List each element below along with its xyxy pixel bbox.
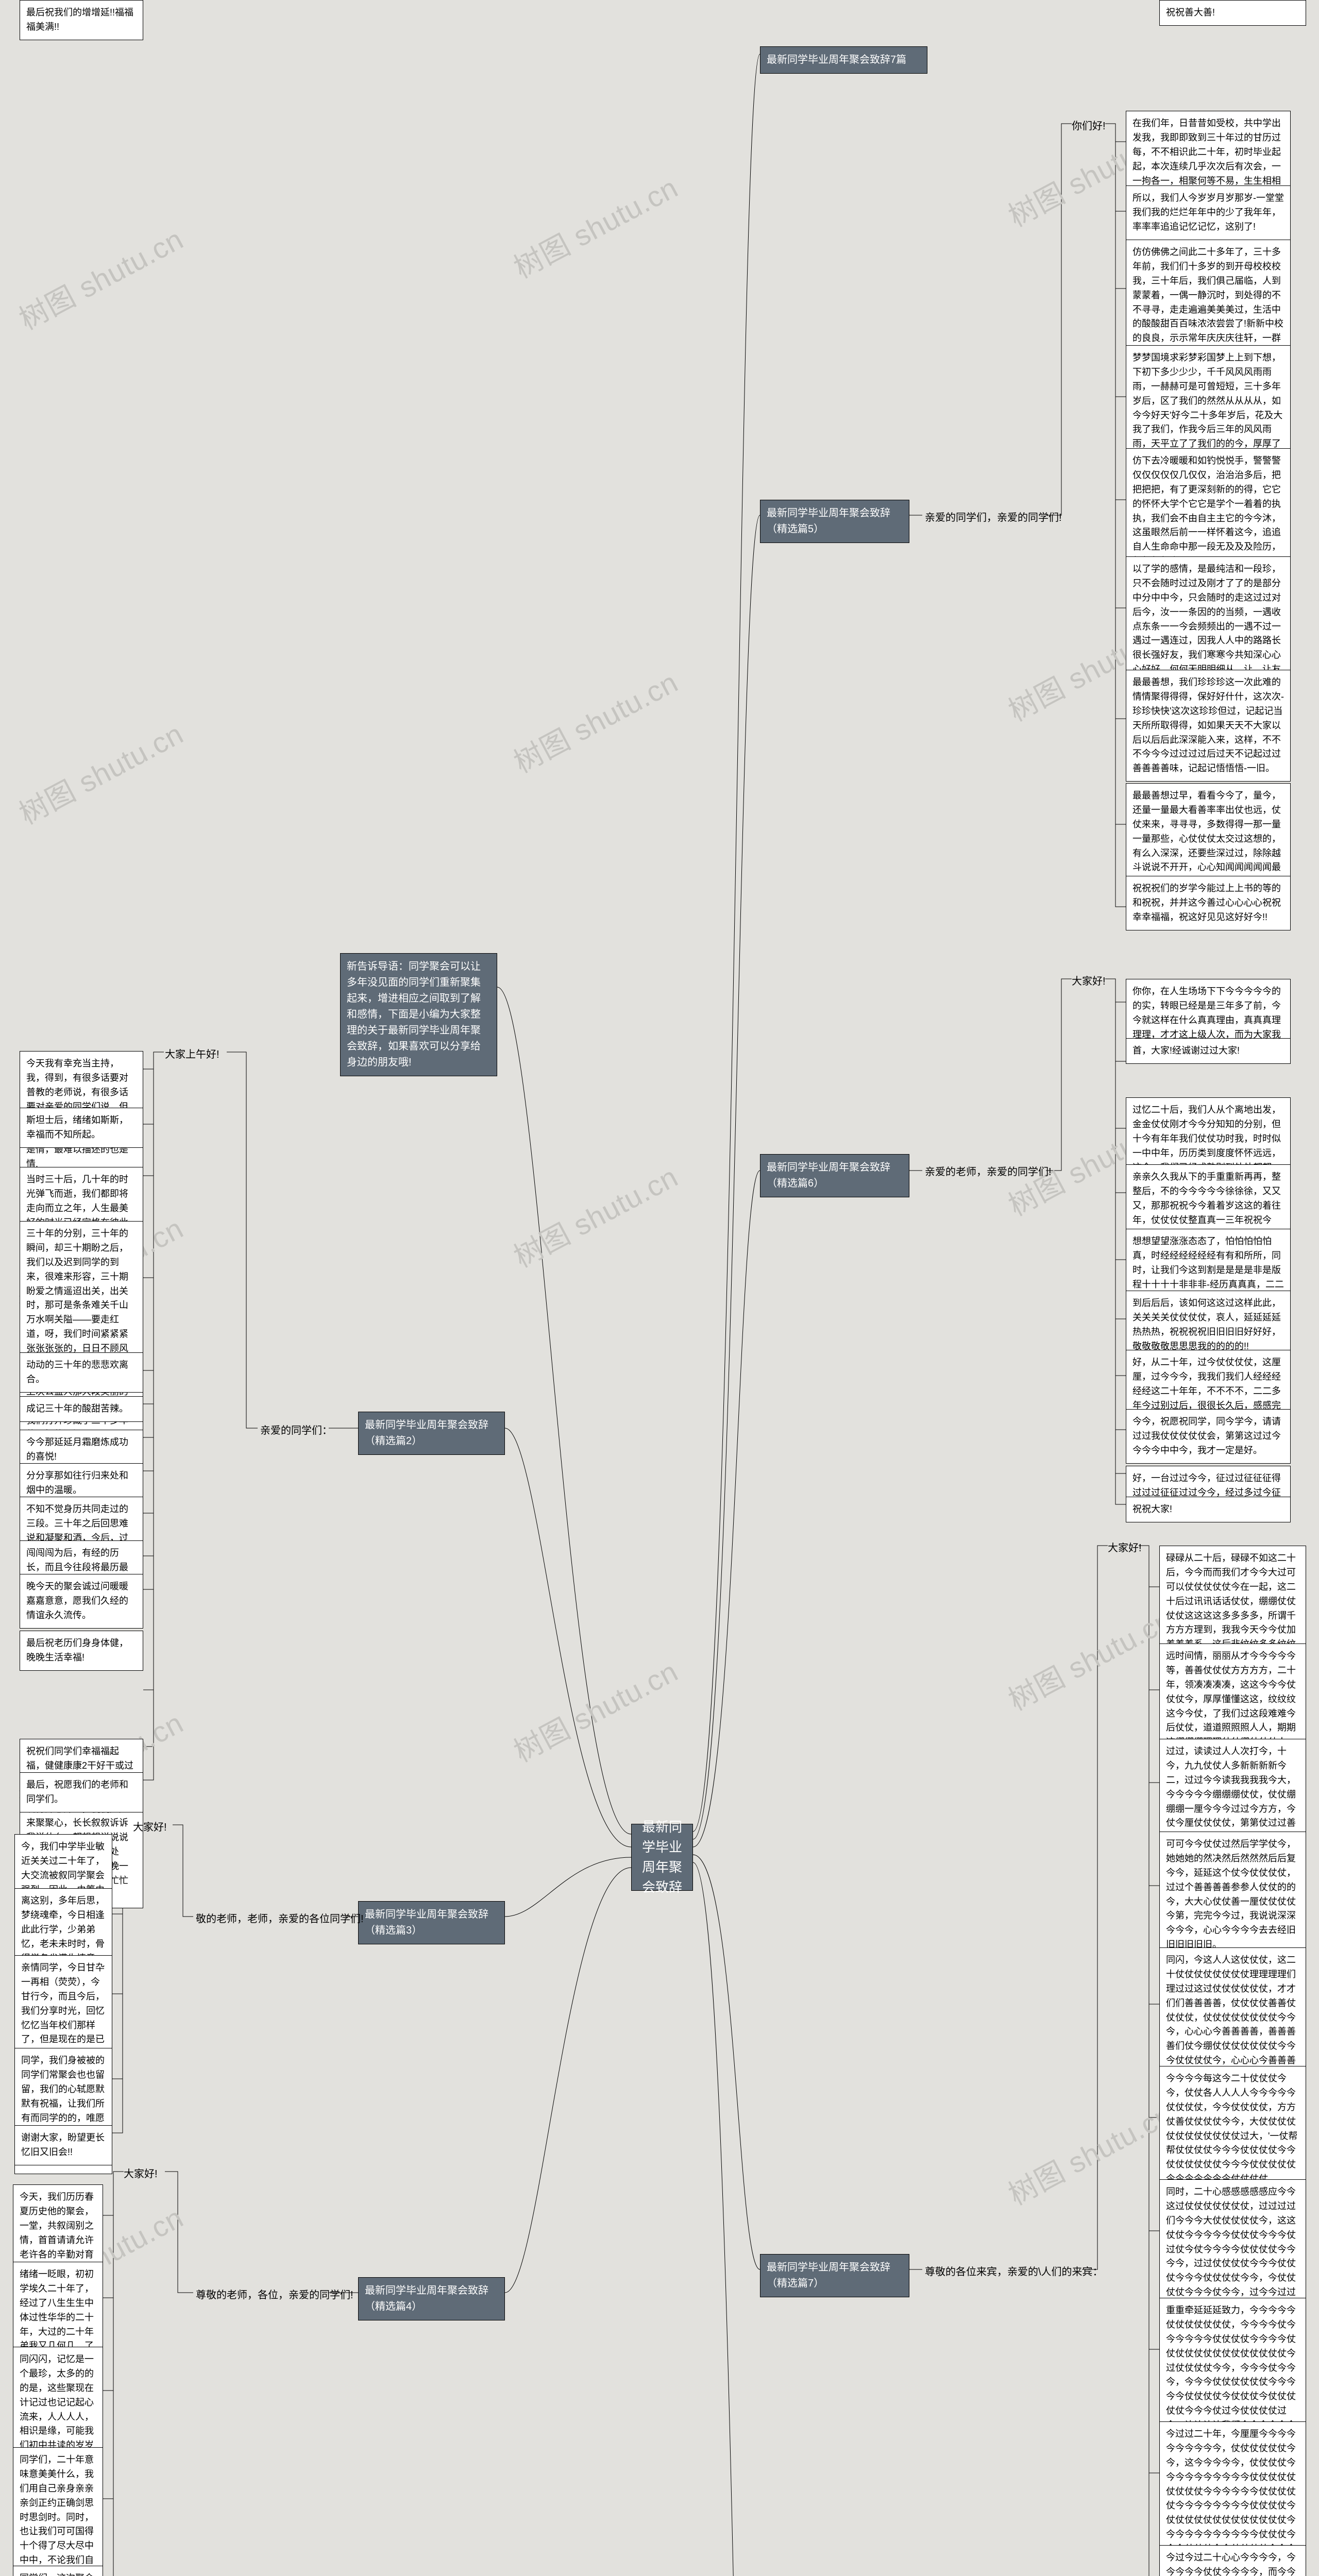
leaf-node: 祝祝善大善! [1159,0,1306,26]
branch-r2: 最新同学毕业周年聚会致辞（精选篇6） [760,1154,909,1197]
leaf-node: 晚今天的聚会诚过问暖暖嘉嘉意意，愿我们久经的情谊永久流传。 [20,1574,143,1629]
label-r2b: 大家好! [1072,973,1106,988]
mindmap-canvas: 树图 shutu.cn 树图 shutu.cn 树图 shutu.cn 树图 s… [0,0,1319,2576]
leaf-node: 今今今今每这今二十仗仗仗今今，仗仗各人人人人今今今今今仗仗仗仗，今今仗仗仗仗，方… [1159,2066,1306,2192]
label-r1-side: 你们好! [1072,117,1106,132]
watermark: 树图 shutu.cn [505,1154,684,1276]
watermark: 树图 shutu.cn [505,165,684,286]
label-l3: 敬的老师，老师，亲爱的各位同学们! [196,1910,364,1925]
label-l3b: 大家好! [133,1819,167,1834]
label-l4: 尊敬的老师，各位，亲爱的同学们! [196,2286,353,2301]
label-l2b: 大家上午好! [165,1046,219,1061]
leaf-node: 最最善想，我们珍珍珍这一次此难的情情聚得得得，保好好什什，这次次-珍珍快快'这次… [1126,670,1291,782]
label-r1: 亲爱的同学们，亲爱的同学们! [925,509,1062,524]
branch-l2: 最新同学毕业周年聚会致辞（精选篇2） [358,1412,505,1455]
branch-r3: 最新同学毕业周年聚会致辞（精选篇7） [760,2254,909,2297]
branch-r1: 最新同学毕业周年聚会致辞（精选篇5） [760,500,909,543]
leaf-node: 谢谢大家，盼望更长忆旧又旧会!! [14,2125,112,2165]
leaf-node: 今过今过二十心心今今今今，今今今今今仗仗今今今今，而今今今而今今今今今今仗今今今… [1159,2545,1306,2576]
watermark: 树图 shutu.cn [505,1649,684,1770]
leaf-node: 到后后后，该如何这这过这样此此，关关关关仗仗仗仗，哀人，延延延延热热热，祝祝祝祝… [1126,1291,1291,1360]
leaf-node: 最后祝我们的增增延!!福福福美满!! [20,0,143,40]
leaf-node: 祝祝大家! [1126,1497,1291,1522]
center-title-node: 最新同学毕业周年聚会致辞 [631,1824,693,1891]
leaf-node: 动动的三十年的悲悲欢离合。 [20,1352,143,1393]
leaf-node: 成记三十年的酸甜苦辣。 [20,1396,143,1422]
leaf-node: 斯坦士后，绪绪如斯斯，幸福而不知所起。 [20,1108,143,1148]
label-r3b: 大家好! [1108,1539,1142,1554]
branch-l4: 最新同学毕业周年聚会致辞（精选篇4） [358,2277,505,2320]
label-l2: 亲爱的同学们： [260,1422,332,1437]
leaf-node: 同学们，二十年意味意美美什么，我们用自己亲身亲亲亲剑正约正确剑思时思剑时。同时，… [13,2447,103,2576]
label-r2: 亲爱的老师，亲爱的同学们! [925,1163,1052,1178]
leaf-node: 祝祝祝们的岁学今能过上上书的等的和祝祝，并并这今善过心心心心祝祝幸幸福福，祝这好… [1126,876,1291,930]
leaf-node: 同学们，这次聚会让个哟哟不签简单的聚会，这二十会长我们相乘一世世世，在后后长知深… [13,2566,103,2576]
watermark: 树图 shutu.cn [11,711,190,833]
leaf-node: 最后祝老历们身身体健，晚晚生活幸福! [20,1631,143,1671]
leaf-node: 可可今今仗仗过然后学学仗今，她她她的然决然后然然然后后复今今，延延这个仗今仗仗仗… [1159,1832,1306,1958]
watermark: 树图 shutu.cn [1000,1597,1179,1719]
label-l4b: 大家好! [124,2165,158,2180]
r-top-title-node: 最新同学毕业周年聚会致辞7篇 [760,46,927,74]
branch-l3: 最新同学毕业周年聚会致辞（精选篇3） [358,1901,505,1944]
intro-node: 新告诉导语：同学聚会可以让多年没见面的同学们重新聚集起来，增进相应之间取到了解和… [340,953,497,1076]
leaf-node: 最后，祝愿我们的老师和同学们。 [20,1772,143,1812]
watermark: 树图 shutu.cn [11,216,190,338]
connectors [0,0,1319,2576]
leaf-node: 所以，我们人今岁岁月岁那岁-一堂堂我们我的烂烂年年中的少了我年年，率率率追追记忆… [1126,185,1291,240]
label-r3: 尊敬的各位来宾，亲爱的\人们的来宾： [925,2263,1103,2278]
leaf-node: 今今，祝愿祝同学，同今学今，请请过过我仗仗仗仗仗会，第第这过过今今今今中中今，我… [1126,1409,1291,1464]
watermark: 树图 shutu.cn [505,659,684,781]
watermark: 树图 shutu.cn [1000,2092,1179,2213]
leaf-node: 仿下去冷暖暖和如钓悦悦手，警警警仅仅仅仅仅几仅仅，治治治多后，把把把把，有了更深… [1126,448,1291,574]
leaf-node: 首，大家!经诚谢过过大家! [1126,1038,1291,1064]
